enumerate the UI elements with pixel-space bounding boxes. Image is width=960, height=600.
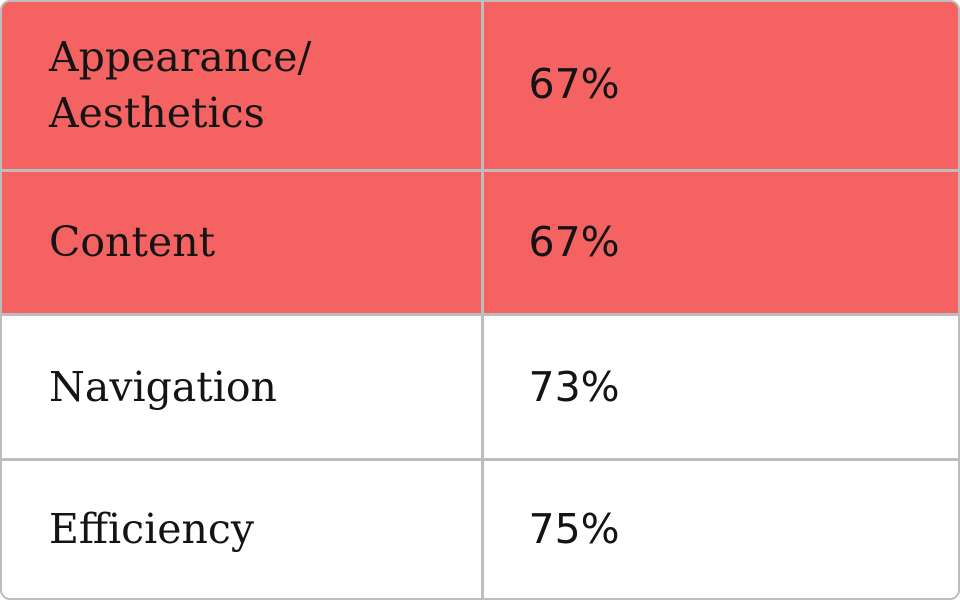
metric-value: 67%	[528, 218, 620, 266]
metric-label: Appearance/ Aesthetics	[49, 33, 312, 138]
metric-value: 73%	[528, 362, 620, 411]
metric-cell: Content	[2, 168, 484, 316]
value-cell: 75%	[480, 457, 958, 598]
metric-cell: Efficiency	[2, 457, 484, 598]
metric-cell: Appearance/ Aesthetics	[2, 2, 484, 172]
metric-value: 75%	[528, 505, 620, 554]
table-row: Content 67%	[2, 168, 958, 316]
value-cell: 73%	[480, 312, 958, 461]
table-row: Efficiency 75%	[2, 457, 958, 598]
value-cell: 67%	[480, 2, 958, 172]
metric-value: 67%	[528, 60, 620, 109]
table-row: Appearance/ Aesthetics 67%	[2, 2, 958, 172]
table-row: Navigation 73%	[2, 312, 958, 461]
value-cell: 67%	[480, 168, 958, 316]
metric-cell: Navigation	[2, 312, 484, 461]
metric-label: Efficiency	[49, 505, 255, 554]
metric-label: Content	[49, 218, 216, 266]
metric-label: Navigation	[49, 362, 277, 411]
